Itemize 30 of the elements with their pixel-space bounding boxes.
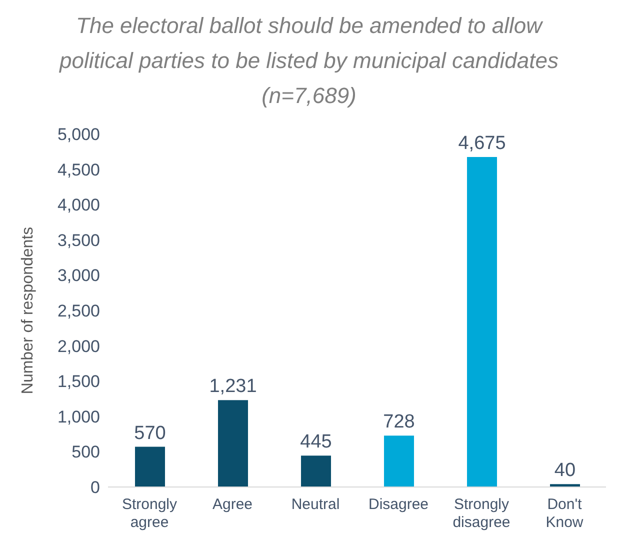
y-tick-label: 500 [72,442,100,462]
data-label: 4,675 [458,132,506,154]
x-tick-label: Disagree [368,496,429,513]
y-tick-label: 1,000 [57,407,100,426]
bar [467,156,497,487]
y-tick-label: 4,500 [57,160,100,180]
y-tick-label: 3,000 [57,266,100,286]
x-tick-label: Strongly disagree [452,496,510,531]
data-label: 1,231 [209,376,257,398]
data-label: 40 [554,460,576,482]
x-tick-label: Strongly agree [122,496,178,531]
x-tick-label: Don't Know [546,496,584,531]
y-tick-label: 3,500 [57,230,100,250]
y-tick-label: 0 [90,478,100,498]
data-label: 445 [300,432,332,453]
y-tick-label: 1,500 [57,372,100,392]
y-axis-title: Number of respondents [20,226,37,394]
y-tick-label: 5,000 [57,125,100,144]
x-tick-label: Agree [212,496,253,513]
data-label: 728 [383,412,415,433]
bar [301,456,331,487]
bar [135,446,165,487]
chart-title: The electoral ballot should be amended to allow political parties to be listed by municipal candidates (n=7,689) [59,12,559,110]
data-label: 570 [134,422,166,444]
y-tick-label: 4,000 [57,196,100,215]
y-tick-label: 2,000 [57,336,100,356]
x-tick-label: Neutral [291,496,340,513]
bar [218,400,248,487]
bar [384,436,414,487]
y-tick-label: 2,500 [57,302,100,321]
